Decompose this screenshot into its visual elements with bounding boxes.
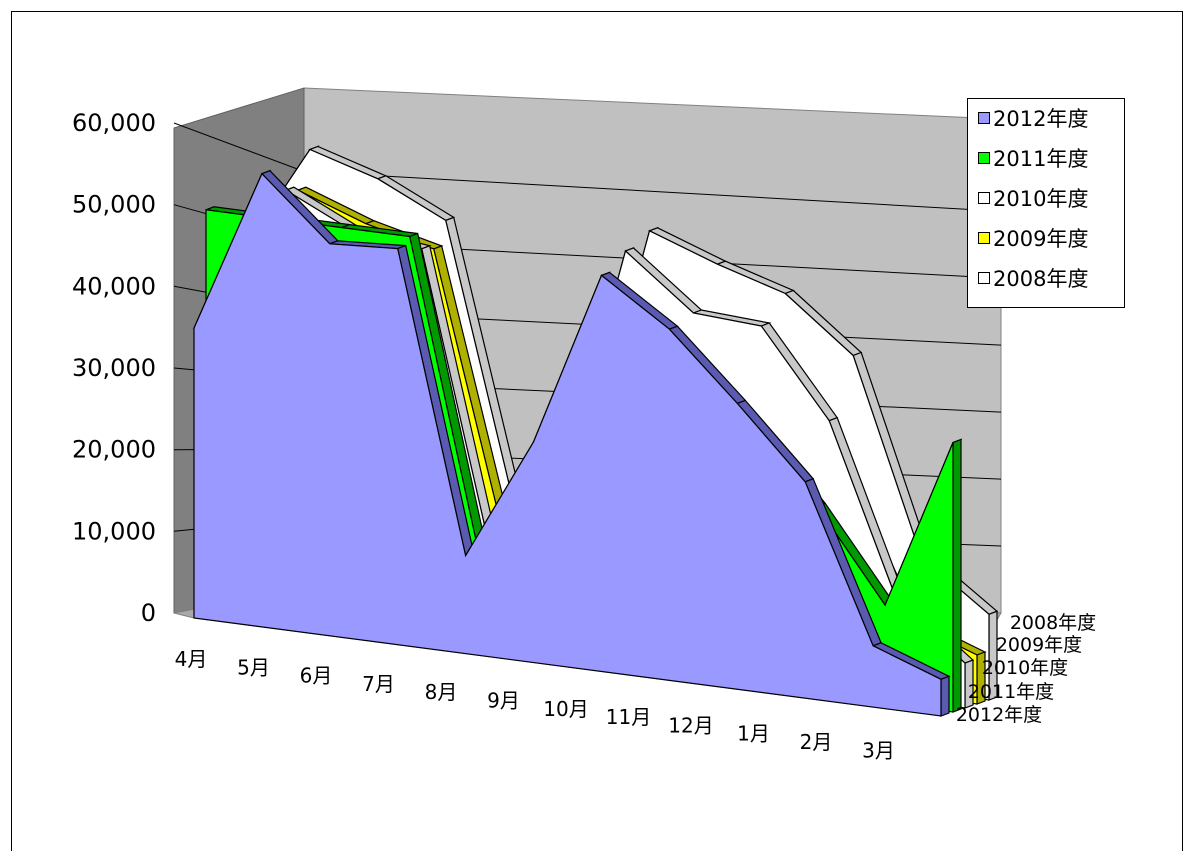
legend-item-2009: 2009年度 <box>978 223 1088 253</box>
legend-label-2008: 2008年度 <box>993 267 1089 291</box>
legend-item-2010: 2010年度 <box>978 183 1088 213</box>
x-tick-label: 9月 <box>487 689 520 713</box>
x-tick-label: 12月 <box>668 713 713 737</box>
legend-swatch-2008 <box>978 272 990 284</box>
x-tick-label: 5月 <box>237 655 270 679</box>
y-tick-label: 30,000 <box>72 354 156 382</box>
depth-tick-label: 2011年度 <box>968 681 1054 703</box>
legend-swatch-2011 <box>978 152 990 164</box>
x-tick-label: 8月 <box>425 680 458 704</box>
x-tick-label: 2月 <box>800 730 833 754</box>
legend-swatch-2009 <box>978 232 990 244</box>
y-tick-label: 50,000 <box>72 191 156 219</box>
depth-tick-label: 2009年度 <box>996 634 1082 656</box>
y-tick-label: 10,000 <box>72 517 156 545</box>
depth-tick-label: 2010年度 <box>982 657 1068 679</box>
legend-swatch-2010 <box>978 192 990 204</box>
legend-label-2012: 2012年度 <box>993 107 1089 131</box>
legend-swatch-2012 <box>978 112 990 124</box>
x-tick-label: 6月 <box>300 664 333 688</box>
legend-item-2011: 2011年度 <box>978 143 1088 173</box>
area-end-2012年度 <box>940 675 950 717</box>
y-tick-label: 40,000 <box>72 272 156 300</box>
legend-label-2011: 2011年度 <box>993 147 1089 171</box>
y-tick-label: 0 <box>141 599 156 627</box>
x-tick-label: 4月 <box>175 647 208 671</box>
legend-item-2012: 2012年度 <box>978 103 1088 133</box>
x-tick-label: 10月 <box>543 697 588 721</box>
x-tick-label: 7月 <box>362 672 395 696</box>
legend-item-2008: 2008年度 <box>978 263 1088 293</box>
x-tick-label: 3月 <box>862 738 895 762</box>
legend-label-2010: 2010年度 <box>993 187 1089 211</box>
chart-area: 0 10,000 20,000 30,000 40,000 50,000 60,000 4月 5… <box>11 11 1183 851</box>
chart-legend: 2012年度 2011年度 2010年度 2009年度 2008年度 <box>967 98 1125 308</box>
y-tick-label: 20,000 <box>72 436 156 464</box>
x-tick-label: 1月 <box>737 722 770 746</box>
depth-tick-label: 2012年度 <box>956 704 1042 726</box>
x-tick-label: 11月 <box>606 705 651 729</box>
chart-plot: 0 10,000 20,000 30,000 40,000 50,000 60,000 4月 5… <box>72 87 1096 762</box>
depth-tick-label: 2008年度 <box>1010 612 1096 634</box>
area-series-2012年度 <box>193 172 942 717</box>
legend-label-2009: 2009年度 <box>993 227 1089 251</box>
y-tick-label: 60,000 <box>72 109 156 137</box>
area-end-2011年度 <box>952 438 962 713</box>
